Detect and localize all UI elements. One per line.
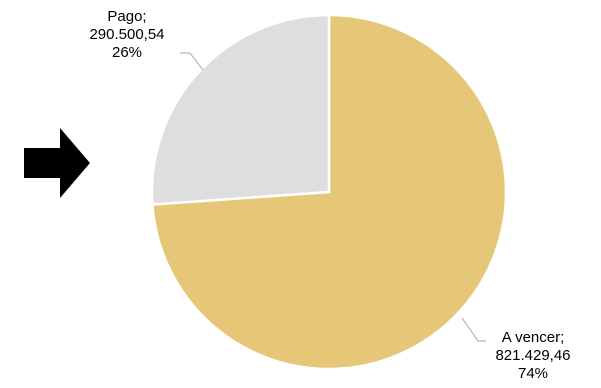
slice-label-value: 821.429,46 bbox=[495, 347, 570, 364]
slice-label-name: Pago; bbox=[107, 8, 146, 25]
leader-line-a-vencer bbox=[461, 317, 486, 342]
slice-label-value: 290.500,54 bbox=[89, 26, 164, 43]
slice-label-name: A vencer; bbox=[502, 329, 565, 346]
leader-lines bbox=[180, 52, 486, 342]
leader-line-pago bbox=[180, 52, 204, 71]
arrow-right-icon bbox=[24, 128, 90, 198]
pie-slice-pago bbox=[150, 13, 331, 206]
slice-label-percent: 26% bbox=[112, 44, 142, 61]
pie-slices bbox=[150, 13, 508, 371]
slice-label-percent: 74% bbox=[518, 365, 548, 382]
